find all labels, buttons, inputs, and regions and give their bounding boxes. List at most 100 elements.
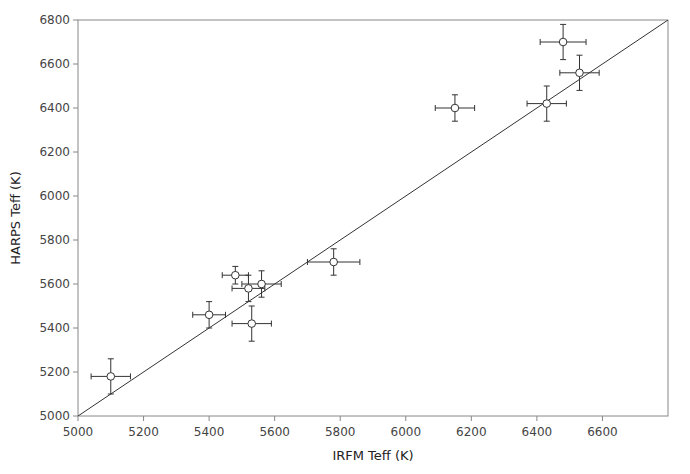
x-error-bar	[527, 101, 566, 107]
y-tick-label: 5800	[39, 233, 70, 247]
y-error-cap	[331, 248, 337, 249]
chart: 5000520054005600580060006200640066005000…	[0, 0, 690, 474]
data-point	[330, 258, 338, 266]
y-error-bar	[245, 275, 251, 301]
x-tick-label: 5800	[325, 425, 356, 439]
y-error-cap	[232, 266, 238, 267]
x-error-cap	[586, 39, 587, 45]
x-error-bar	[560, 70, 599, 76]
y-error-cap	[544, 121, 550, 122]
x-error-bar	[435, 105, 474, 111]
y-tick	[73, 240, 78, 241]
x-error-cap	[281, 281, 282, 287]
y-error-bar	[560, 24, 566, 59]
y-error-bar	[249, 306, 255, 341]
y-error-cap	[452, 94, 458, 95]
y-error-bar	[452, 95, 458, 121]
x-error-cap	[474, 105, 475, 111]
y-tick	[73, 20, 78, 21]
x-tick	[471, 416, 472, 421]
x-error-cap	[359, 259, 360, 265]
x-error-bar	[222, 272, 248, 278]
data-point	[559, 38, 567, 46]
x-error-bar	[91, 373, 130, 379]
y-error-cap	[331, 275, 337, 276]
y-tick	[73, 284, 78, 285]
x-tick	[340, 416, 341, 421]
data-point	[248, 320, 256, 328]
y-tick-label: 6800	[39, 13, 70, 27]
data-point	[205, 311, 213, 319]
x-tick	[274, 416, 275, 421]
x-error-cap	[527, 101, 528, 107]
x-error-cap	[566, 101, 567, 107]
x-tick-label: 5000	[63, 425, 94, 439]
x-error-cap	[599, 70, 600, 76]
y-error-cap	[249, 306, 255, 307]
y-tick	[73, 152, 78, 153]
y-tick-label: 5200	[39, 365, 70, 379]
y-error-cap	[259, 297, 265, 298]
identity-line	[78, 20, 668, 416]
x-error-bar	[232, 321, 271, 327]
y-tick-label: 6600	[39, 57, 70, 71]
y-error-bar	[206, 302, 212, 328]
x-tick-label: 6600	[587, 425, 618, 439]
y-tick	[73, 64, 78, 65]
x-tick	[536, 416, 537, 421]
x-error-bar	[307, 259, 359, 265]
y-error-bar	[577, 55, 583, 90]
x-error-cap	[559, 70, 560, 76]
y-tick-label: 5000	[39, 409, 70, 423]
x-error-cap	[540, 39, 541, 45]
x-error-cap	[307, 259, 308, 265]
x-error-cap	[271, 321, 272, 327]
x-error-cap	[130, 373, 131, 379]
x-tick	[143, 416, 144, 421]
data-point	[543, 100, 551, 108]
plot-frame	[78, 20, 668, 416]
y-error-cap	[108, 358, 114, 359]
y-axis-label: HARPS Teff (K)	[8, 171, 23, 264]
y-tick-label: 6200	[39, 145, 70, 159]
y-error-cap	[249, 341, 255, 342]
y-error-cap	[206, 328, 212, 329]
y-error-cap	[232, 284, 238, 285]
x-tick-label: 6000	[391, 425, 422, 439]
y-tick	[73, 328, 78, 329]
y-tick-label: 6400	[39, 101, 70, 115]
x-tick-label: 6200	[456, 425, 487, 439]
y-error-cap	[108, 394, 114, 395]
y-tick	[73, 416, 78, 417]
y-error-cap	[544, 86, 550, 87]
x-tick-label: 5200	[128, 425, 159, 439]
y-error-cap	[245, 275, 251, 276]
x-tick	[78, 416, 79, 421]
data-point	[576, 69, 584, 77]
y-tick-label: 6000	[39, 189, 70, 203]
y-tick	[73, 108, 78, 109]
x-error-cap	[192, 312, 193, 318]
x-axis-label: IRFM Teff (K)	[332, 448, 413, 463]
y-error-cap	[206, 301, 212, 302]
x-error-cap	[232, 321, 233, 327]
x-tick-label: 6400	[522, 425, 553, 439]
x-error-bar	[540, 39, 586, 45]
y-error-cap	[245, 301, 251, 302]
y-tick	[73, 196, 78, 197]
y-tick	[73, 372, 78, 373]
y-error-bar	[544, 86, 550, 121]
data-point	[232, 271, 240, 279]
x-tick	[209, 416, 210, 421]
y-error-cap	[560, 24, 566, 25]
x-error-cap	[225, 312, 226, 318]
y-error-cap	[577, 90, 583, 91]
y-error-bar	[259, 271, 265, 297]
y-error-bar	[108, 359, 114, 394]
data-point	[107, 373, 115, 381]
x-tick	[602, 416, 603, 421]
y-error-cap	[560, 59, 566, 60]
x-tick	[405, 416, 406, 421]
x-error-cap	[232, 285, 233, 291]
x-error-cap	[435, 105, 436, 111]
